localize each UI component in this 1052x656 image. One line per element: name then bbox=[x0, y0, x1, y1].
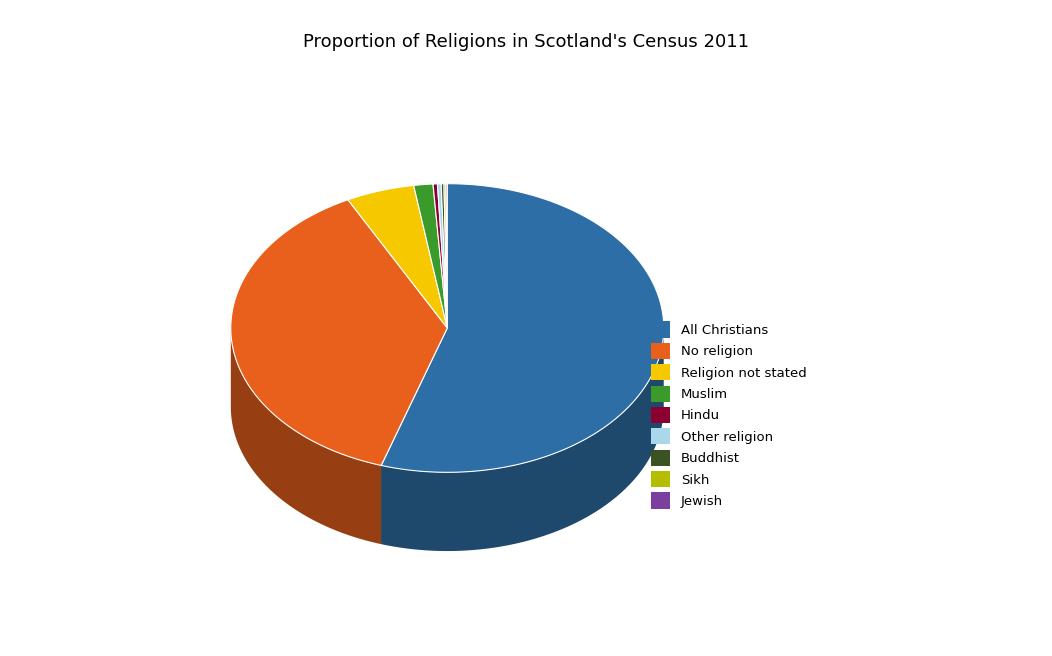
PathPatch shape bbox=[381, 328, 447, 544]
PathPatch shape bbox=[433, 184, 447, 328]
Legend: All Christians, No religion, Religion not stated, Muslim, Hindu, Other religion,: All Christians, No religion, Religion no… bbox=[651, 321, 807, 508]
PathPatch shape bbox=[230, 328, 381, 544]
PathPatch shape bbox=[348, 186, 447, 328]
PathPatch shape bbox=[381, 184, 664, 472]
Text: Proportion of Religions in Scotland's Census 2011: Proportion of Religions in Scotland's Ce… bbox=[303, 33, 749, 51]
PathPatch shape bbox=[230, 200, 447, 465]
PathPatch shape bbox=[438, 184, 447, 328]
PathPatch shape bbox=[444, 184, 447, 328]
PathPatch shape bbox=[413, 184, 447, 328]
PathPatch shape bbox=[381, 329, 664, 551]
PathPatch shape bbox=[441, 184, 447, 328]
PathPatch shape bbox=[446, 184, 447, 328]
